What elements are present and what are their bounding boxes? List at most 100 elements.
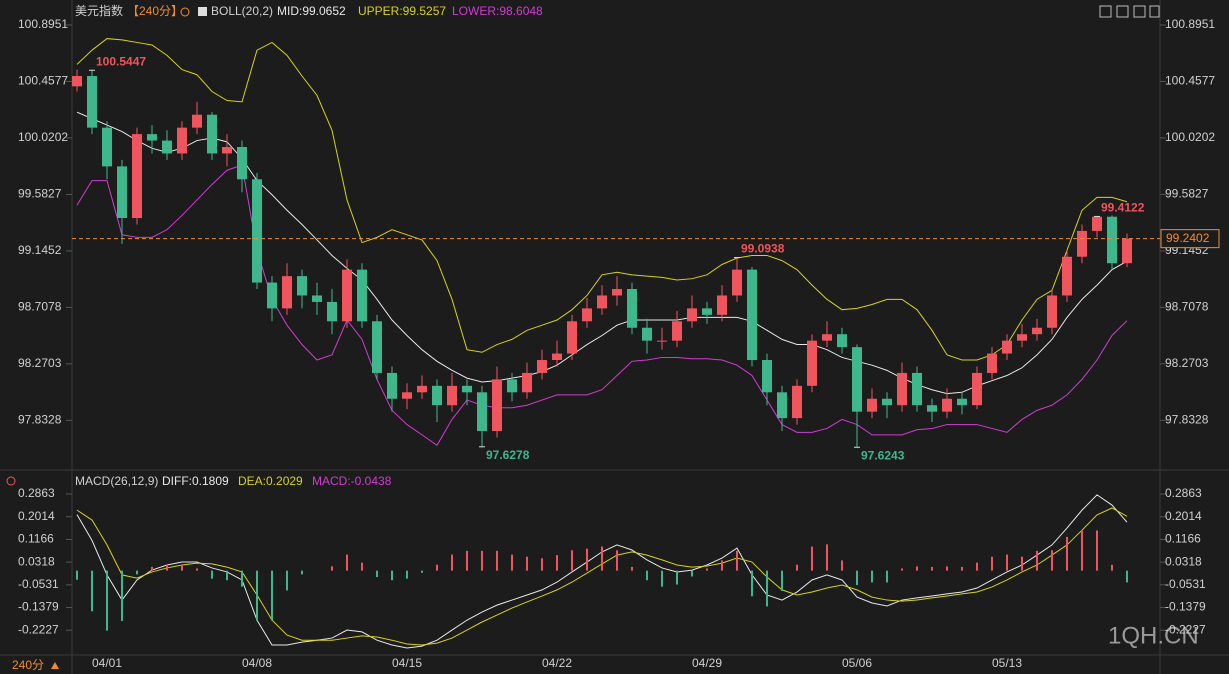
candle-body <box>657 340 667 342</box>
candle-body <box>732 269 742 296</box>
icon[interactable] <box>1149 5 1160 18</box>
candle-body <box>312 295 322 302</box>
y-tick-label: 0.2014 <box>1165 509 1202 523</box>
candle-body <box>882 398 892 406</box>
macd-line <box>76 494 1128 649</box>
candle-body <box>87 76 97 128</box>
candle-body <box>972 372 982 406</box>
y-tick-label: 99.5827 <box>1165 187 1209 201</box>
extreme-label: 99.4122 <box>1101 201 1145 215</box>
extreme-label: 97.6243 <box>861 448 905 462</box>
candle-body <box>912 372 922 406</box>
y-tick-label: 98.7078 <box>18 300 62 314</box>
candle-body <box>162 140 172 154</box>
y-tick-label: 100.8951 <box>1165 17 1215 31</box>
candle-body <box>507 379 517 393</box>
legend-entry: MID:99.0652 <box>277 4 346 18</box>
legend-entry: MACD:-0.0438 <box>312 474 392 488</box>
y-tick-label: 100.0202 <box>18 130 68 144</box>
candle-body <box>387 372 397 399</box>
icon[interactable] <box>6 476 16 486</box>
y-tick-label: 98.2703 <box>1165 356 1209 370</box>
candle-body <box>687 308 697 322</box>
x-tick-label: 04/08 <box>242 656 272 670</box>
candle-body <box>372 321 382 373</box>
candle-body <box>117 166 127 219</box>
candle-body <box>132 134 142 219</box>
candle-body <box>417 385 427 393</box>
candle-body <box>1017 334 1027 341</box>
toolbar-icons[interactable] <box>1099 5 1160 18</box>
candle-body <box>342 269 352 322</box>
candle-body <box>822 334 832 341</box>
candle-body <box>222 147 232 154</box>
boll-line <box>76 111 1128 395</box>
candle-body <box>702 308 712 315</box>
boll-line <box>76 38 1128 361</box>
candle-body <box>627 289 637 328</box>
candle-body <box>462 385 472 393</box>
candle-body <box>717 295 727 315</box>
x-tick-label: 04/15 <box>392 656 422 670</box>
watermark: 1QH.CN <box>1108 622 1199 649</box>
candle-body <box>192 114 202 128</box>
y-tick-label: 0.2863 <box>18 486 55 500</box>
y-tick-label: -0.2227 <box>1165 622 1206 636</box>
candle-body <box>612 289 622 296</box>
y-tick-label: 0.1166 <box>18 532 54 546</box>
icon[interactable] <box>1116 5 1129 18</box>
candle-body <box>1047 295 1057 328</box>
candle-body <box>597 295 607 309</box>
candle-body <box>357 269 367 322</box>
x-tick-label: 04/22 <box>542 656 572 670</box>
legend-entry: UPPER:99.5257 <box>358 4 446 18</box>
candle-body <box>237 147 247 180</box>
y-tick-label: 0.2863 <box>1165 486 1202 500</box>
last-price-box <box>1160 229 1220 249</box>
candle-body <box>327 301 337 322</box>
candle-body <box>1107 216 1117 264</box>
candle-body <box>72 76 82 87</box>
candle-body <box>987 353 997 373</box>
y-tick-label: -0.0531 <box>1165 577 1206 591</box>
candle-body <box>177 127 187 154</box>
candle-body <box>492 379 502 432</box>
candle-body <box>897 372 907 406</box>
icon[interactable] <box>1133 5 1146 18</box>
extreme-label: 97.6278 <box>486 448 530 462</box>
candle-body <box>102 127 112 167</box>
x-tick-label: 05/06 <box>842 656 872 670</box>
icon[interactable] <box>1099 5 1112 18</box>
candle-body <box>282 276 292 309</box>
y-tick-label: 0.0318 <box>18 554 55 568</box>
y-tick-label: -0.1379 <box>18 600 59 614</box>
indicator-label: BOLL(20,2) <box>211 4 273 18</box>
y-tick-label: 98.2703 <box>18 356 62 370</box>
candle-body <box>552 353 562 361</box>
y-tick-label: -0.1379 <box>1165 600 1206 614</box>
candle-body <box>147 134 157 141</box>
candle-body <box>252 179 262 283</box>
icon[interactable] <box>51 662 59 669</box>
y-tick-label: 97.8328 <box>18 413 62 427</box>
y-tick-label: 99.5827 <box>18 187 62 201</box>
candle-body <box>927 405 937 412</box>
legend-entry: LOWER:98.6048 <box>452 4 543 18</box>
y-tick-label: 0.0318 <box>1165 554 1202 568</box>
chart-title: 美元指数 <box>75 3 123 18</box>
indicator-label: MACD(26,12,9) <box>75 474 158 488</box>
x-tick-label: 04/01 <box>92 656 122 670</box>
candle-body <box>852 347 862 412</box>
candle-body <box>1122 238 1132 264</box>
candle-body <box>1062 256 1072 296</box>
y-tick-label: 0.1166 <box>1165 532 1201 546</box>
candle-body <box>792 385 802 419</box>
candle-body <box>267 282 277 309</box>
candle-body <box>762 360 772 393</box>
period-label[interactable]: 【240分】 <box>127 4 183 18</box>
candle-body <box>477 392 487 432</box>
icon[interactable] <box>180 7 190 17</box>
period-switch[interactable]: 240分 <box>12 658 44 672</box>
y-tick-label: 100.0202 <box>1165 130 1215 144</box>
icon[interactable] <box>198 7 207 16</box>
